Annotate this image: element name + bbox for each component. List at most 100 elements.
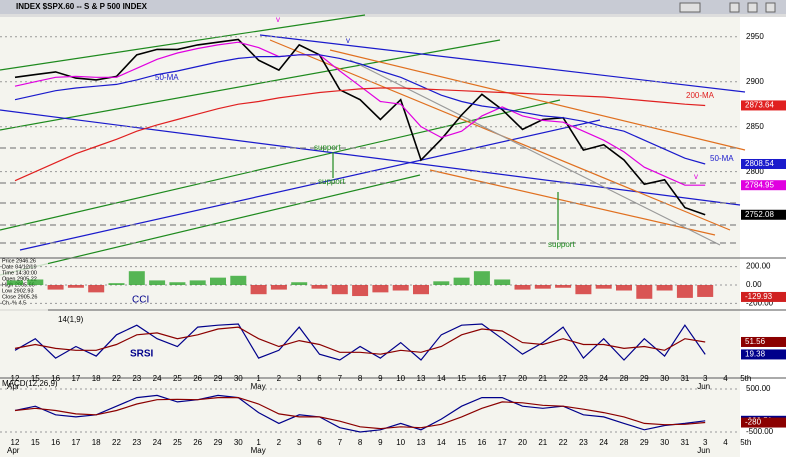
series-line <box>14 38 706 216</box>
x-tick-label: 3 <box>703 374 708 383</box>
x-tick-label: 8 <box>358 374 363 383</box>
series-line <box>14 394 706 433</box>
x-tick-label: 29 <box>214 438 223 447</box>
annotation: v <box>694 172 698 181</box>
x-tick-label: 16 <box>477 438 486 447</box>
y-tick-label: 500.00 <box>746 384 771 393</box>
x-tick-label: 10 <box>396 438 405 447</box>
x-tick-label: 3 <box>703 438 708 447</box>
x-tick-label: 17 <box>71 374 80 383</box>
cci-bar <box>413 285 429 295</box>
x-tick-label: 31 <box>680 438 689 447</box>
info-line: Price 2946.26 <box>2 258 36 264</box>
cci-bar <box>636 285 653 299</box>
value-label-box <box>741 180 786 191</box>
value-label-box <box>741 209 786 220</box>
cci-bar <box>210 277 226 285</box>
x-tick-label: 17 <box>498 374 507 383</box>
month-label: Apr <box>7 446 20 455</box>
x-tick-label: 29 <box>640 438 649 447</box>
cci-bar <box>433 281 450 285</box>
x-tick-label: 17 <box>71 438 80 447</box>
annotation: support <box>314 143 341 152</box>
x-tick-label: 30 <box>234 374 243 383</box>
cci-bar <box>311 285 328 289</box>
x-tick-label: 13 <box>417 374 426 383</box>
y-tick-label: 200.00 <box>746 262 771 271</box>
x-tick-label: 15 <box>31 438 40 447</box>
x-tick-label: 17 <box>498 438 507 447</box>
cci-bar <box>27 279 44 285</box>
x-tick-label: 7 <box>338 438 343 447</box>
x-tick-label: 22 <box>112 438 121 447</box>
x-tick-label: 23 <box>579 438 588 447</box>
x-tick-label: 25 <box>173 438 182 447</box>
x-tick-label: 2 <box>277 374 282 383</box>
value-label: 2752.08 <box>745 210 774 219</box>
panel-title: CCI <box>132 295 149 306</box>
value-label: -129.93 <box>745 292 773 301</box>
x-tick-label: 15 <box>31 374 40 383</box>
cci-bar <box>189 280 206 285</box>
series-line <box>14 326 706 355</box>
trend-lines <box>0 14 786 379</box>
x-tick-label: 23 <box>579 374 588 383</box>
cci-bar <box>67 285 84 288</box>
series-label: 200-MA <box>686 91 715 100</box>
cci-bar <box>453 277 470 285</box>
month-label: May <box>251 446 266 455</box>
value-label: 2808.54 <box>745 159 774 168</box>
panel-title: SRSI <box>130 349 154 360</box>
x-tick-label: 22 <box>559 374 568 383</box>
x-tick-label: 31 <box>680 374 689 383</box>
menu-button[interactable] <box>679 2 701 13</box>
month-label: May <box>251 382 266 391</box>
cci-bar <box>595 285 612 289</box>
cci-bar <box>555 285 572 288</box>
x-tick-label: 24 <box>599 438 608 447</box>
x-tick-label: 18 <box>92 438 101 447</box>
info-box <box>0 260 48 316</box>
cci-bar <box>291 282 308 285</box>
x-tick-label: 25 <box>173 374 182 383</box>
x-tick-label: 29 <box>214 374 223 383</box>
x-tick-label: 1 <box>256 438 261 447</box>
value-label-box <box>741 291 786 302</box>
x-tick-label: 12 <box>11 438 20 447</box>
series-line <box>14 397 706 430</box>
cci-bar <box>331 285 348 295</box>
cci-bar <box>616 285 632 291</box>
close-button[interactable] <box>765 2 776 13</box>
info-line: Date 04/12/19 <box>2 264 37 270</box>
x-tick-label: 13 <box>417 438 426 447</box>
x-tick-label: 7 <box>338 374 343 383</box>
minimize-button[interactable] <box>729 2 740 13</box>
y-tick-label: 2900 <box>746 77 764 86</box>
panel-subtitle: 14(1,9) <box>58 315 84 324</box>
cci-bar <box>270 285 287 290</box>
series-line <box>14 54 706 165</box>
x-tick-label: 12 <box>11 374 20 383</box>
value-label-box <box>741 336 786 347</box>
value-label: 19.38 <box>745 350 766 359</box>
cci-bar <box>534 285 551 289</box>
x-tick-label: 14 <box>437 438 446 447</box>
maximize-button[interactable] <box>747 2 758 13</box>
annotation: v <box>276 15 280 24</box>
annotation: v <box>346 36 350 45</box>
x-tick-label: 4 <box>723 374 728 383</box>
info-line: Open 2905.22 <box>2 276 37 282</box>
cci-bar <box>250 285 267 295</box>
x-tick-label: 6 <box>317 374 322 383</box>
x-tick-label: 22 <box>559 438 568 447</box>
month-label: Jun <box>697 446 710 455</box>
x-tick-label: 15 <box>457 374 466 383</box>
title-bar <box>0 0 786 14</box>
right-axis <box>740 17 786 457</box>
x-tick-label: 4 <box>723 438 728 447</box>
x-tick-label: 21 <box>538 374 547 383</box>
cci-bar <box>108 283 125 285</box>
annotation: support <box>548 240 575 249</box>
